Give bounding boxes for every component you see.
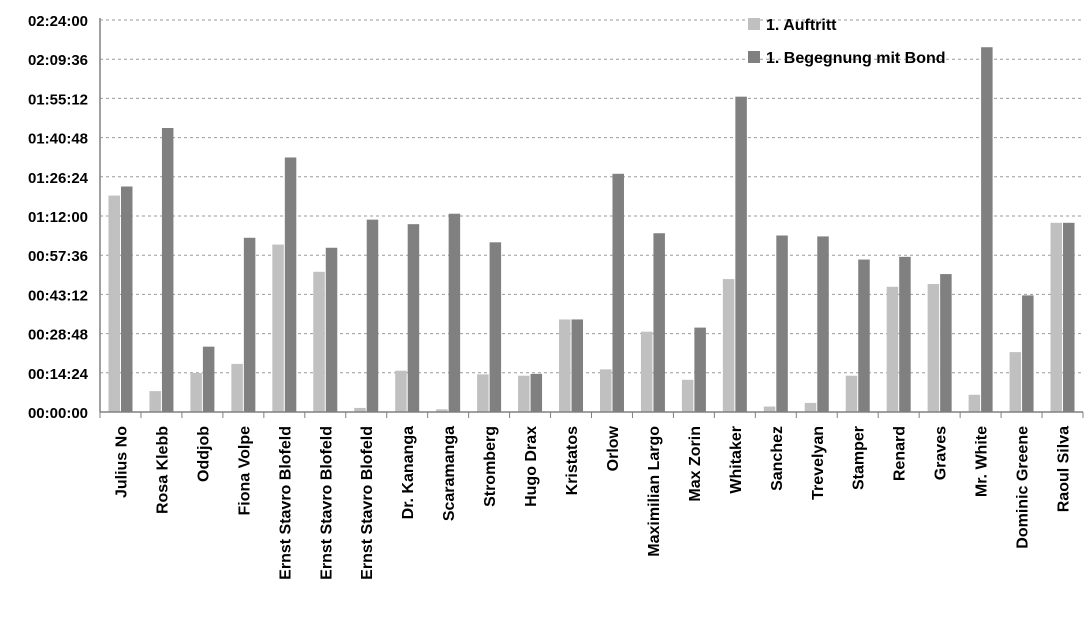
bar-auftritt-18 — [804, 402, 817, 412]
bar-auftritt-17 — [763, 406, 776, 412]
bar-begegnung-19 — [858, 259, 870, 412]
bar-begegnung-10 — [489, 242, 502, 412]
bar-auftritt-19 — [845, 375, 858, 412]
x-tick-label: Trevelyan — [810, 426, 827, 500]
x-tick-label: Raoul Silva — [1056, 426, 1073, 512]
x-tick-label: Ernst Stavro Blofeld — [318, 426, 335, 580]
y-tick-label: 00:57:36 — [28, 248, 88, 265]
bar-begegnung-9 — [448, 213, 461, 412]
bar-auftritt-4 — [231, 363, 243, 412]
bar-auftritt-9 — [436, 409, 448, 412]
y-tick-label: 00:28:48 — [28, 327, 88, 344]
x-tick-label: Stamper — [851, 426, 868, 490]
legend-label-1: 1. Auftritt — [766, 17, 837, 34]
bar-begegnung-23 — [1022, 295, 1034, 412]
legend-swatch-1 — [748, 18, 760, 30]
y-tick-label: 01:26:24 — [28, 170, 89, 187]
bar-auftritt-24 — [1050, 222, 1063, 412]
x-tick-label: Fiona Volpe — [236, 426, 253, 516]
y-tick-label: 00:14:24 — [28, 366, 89, 383]
x-tick-label: Dr. Kananga — [400, 426, 417, 519]
bar-begegnung-24 — [1063, 222, 1075, 412]
bar-begegnung-18 — [817, 236, 829, 412]
bar-begegnung-11 — [530, 373, 543, 412]
bar-begegnung-6 — [325, 247, 338, 412]
y-tick-label: 01:40:48 — [28, 131, 88, 148]
bar-auftritt-6 — [313, 271, 325, 412]
x-tick-label: Max Zorin — [687, 426, 704, 502]
bar-auftritt-15 — [681, 379, 694, 412]
bar-begegnung-3 — [202, 346, 215, 412]
legend: 1. Auftritt 1. Begegnung mit Bond — [748, 17, 946, 67]
bar-auftritt-8 — [395, 370, 407, 412]
gridlines — [100, 19, 1083, 374]
y-tick-label: 00:00:00 — [28, 405, 88, 422]
bar-auftritt-22 — [968, 394, 981, 412]
x-tick-label: Stromberg — [482, 426, 499, 507]
y-tick-label: 02:09:36 — [28, 52, 88, 69]
x-tick-label: Ernst Stavro Blofeld — [359, 426, 376, 580]
x-tick-label: Scaramanga — [441, 426, 458, 521]
axes — [99, 18, 1084, 418]
x-tick-label: Oddjob — [195, 426, 212, 482]
x-tick-label: Julius No — [113, 426, 130, 498]
bar-begegnung-21 — [940, 274, 952, 412]
bar-begegnung-4 — [243, 237, 256, 412]
bar-begegnung-2 — [161, 127, 174, 413]
bar-begegnung-17 — [776, 235, 788, 412]
x-tick-label: Ernst Stavro Blofeld — [277, 426, 294, 580]
x-axis-tick-labels: Julius No Rosa Klebb Oddjob Fiona Volpe Erns… — [113, 425, 1072, 579]
bar-auftritt-7 — [354, 407, 366, 412]
bar-begegnung-7 — [366, 219, 379, 412]
x-tick-label: Whitaker — [728, 426, 745, 494]
bar-auftritt-1 — [108, 195, 120, 412]
x-tick-label: Graves — [933, 426, 950, 480]
legend-swatch-2 — [748, 51, 760, 63]
bar-begegnung-8 — [407, 224, 420, 412]
bar-auftritt-10 — [477, 374, 489, 412]
bar-auftritt-13 — [599, 369, 612, 412]
x-tick-label: Renard — [892, 426, 909, 481]
bar-auftritt-23 — [1009, 352, 1022, 412]
bars — [108, 47, 1075, 413]
bar-begegnung-13 — [612, 173, 624, 412]
x-tick-label: Orlow — [605, 425, 622, 471]
bar-auftritt-2 — [149, 391, 161, 412]
x-tick-label: Maximilian Largo — [646, 426, 663, 557]
bar-auftritt-11 — [518, 375, 530, 412]
bar-begegnung-5 — [284, 157, 297, 412]
bar-begegnung-14 — [653, 233, 665, 412]
bar-auftritt-21 — [927, 284, 940, 412]
bar-auftritt-20 — [886, 286, 899, 412]
bar-begegnung-20 — [899, 256, 911, 412]
bar-auftritt-5 — [272, 244, 284, 412]
y-tick-label: 01:12:00 — [28, 209, 88, 226]
bar-begegnung-15 — [694, 327, 706, 412]
y-tick-label: 00:43:12 — [28, 287, 88, 304]
x-tick-label: Rosa Klebb — [154, 426, 171, 514]
bar-begegnung-12 — [571, 319, 584, 412]
bar-begegnung-16 — [735, 96, 747, 412]
y-axis-tick-labels: 00:00:00 00:14:24 00:28:48 00:43:12 00:57:36… — [28, 13, 89, 422]
x-tick-label: Kristatos — [564, 426, 581, 495]
bar-auftritt-12 — [559, 319, 571, 412]
x-tick-label: Mr. White — [974, 426, 991, 497]
legend-label-2: 1. Begegnung mit Bond — [766, 50, 946, 67]
x-tick-label: Hugo Drax — [523, 426, 540, 507]
bar-begegnung-22 — [981, 47, 993, 412]
y-tick-label: 01:55:12 — [28, 91, 88, 108]
bar-begegnung-1 — [120, 186, 133, 412]
x-tick-label: Dominic Greene — [1015, 426, 1032, 549]
x-tick-label: Sanchez — [769, 426, 786, 491]
bar-auftritt-14 — [640, 331, 653, 412]
bar-auftritt-3 — [190, 372, 202, 412]
y-tick-label: 02:24:00 — [28, 13, 88, 30]
bar-auftritt-16 — [722, 279, 735, 412]
